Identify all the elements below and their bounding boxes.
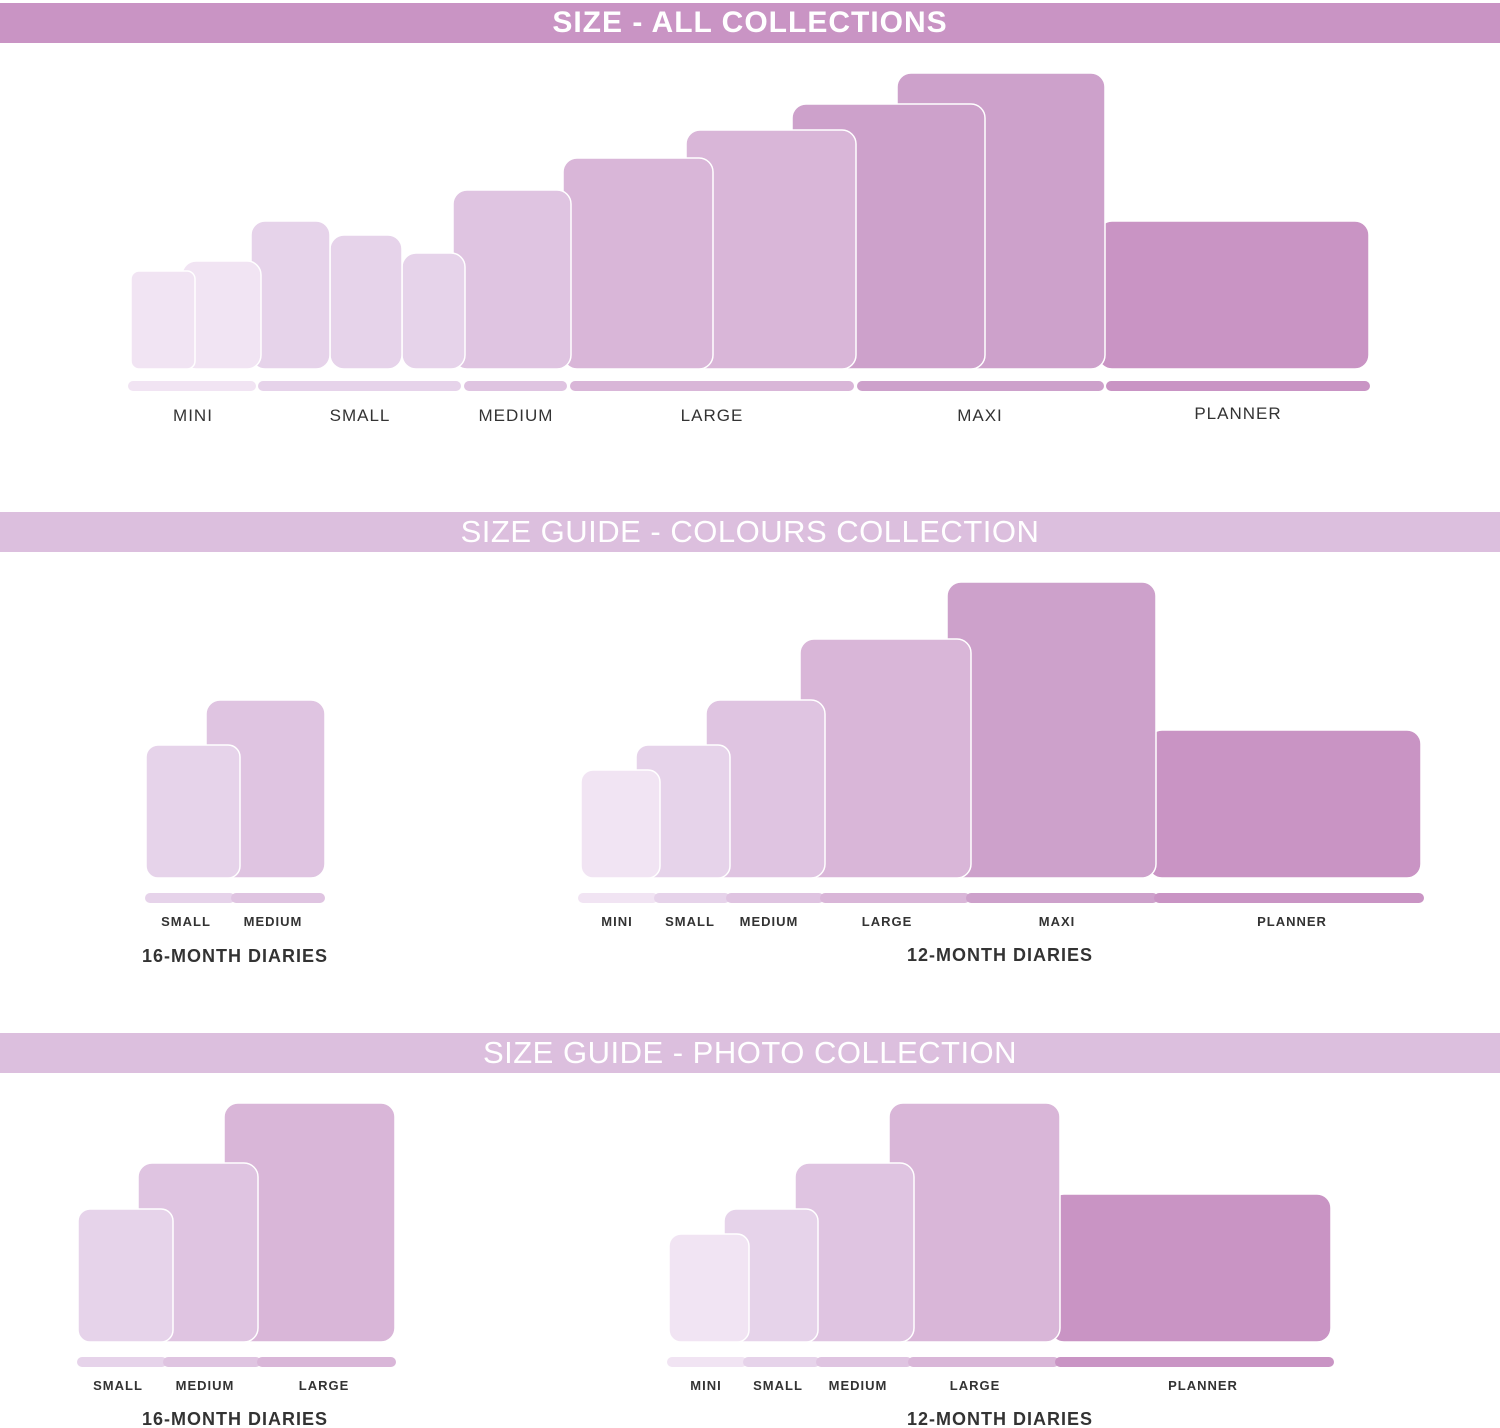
section-banner-colours-collection: SIZE GUIDE - COLOURS COLLECTION bbox=[0, 512, 1500, 552]
planner-size-label: PLANNER bbox=[1257, 914, 1327, 929]
maxi-size-bar bbox=[966, 893, 1158, 903]
maxi-size-label: MAXI bbox=[1039, 914, 1076, 929]
planner-diary-shape bbox=[1147, 729, 1422, 879]
medium-size-bar bbox=[231, 893, 325, 903]
planner-size-label: PLANNER bbox=[1168, 1378, 1238, 1393]
small-size-bar bbox=[77, 1357, 167, 1367]
mini-size-label: MINI bbox=[601, 914, 632, 929]
large-size-label: LARGE bbox=[299, 1378, 350, 1393]
small-size-label: SMALL bbox=[753, 1378, 803, 1393]
mini-size-label: MINI bbox=[690, 1378, 721, 1393]
planner-size-label: PLANNER bbox=[1194, 404, 1281, 423]
small-size-bar bbox=[654, 893, 730, 903]
mini-size-bar bbox=[578, 893, 658, 903]
medium-size-label: MEDIUM bbox=[829, 1378, 888, 1393]
large-size-label: LARGE bbox=[950, 1378, 1001, 1393]
small-size-label: SMALL bbox=[330, 406, 391, 425]
small-diary-shape bbox=[401, 252, 466, 370]
mini-size-bar bbox=[667, 1357, 747, 1367]
small-diary-shape bbox=[77, 1208, 174, 1343]
small-size-bar bbox=[743, 1357, 820, 1367]
planner-size-bar bbox=[1055, 1357, 1334, 1367]
section-banner-all-collections: SIZE - ALL COLLECTIONS bbox=[0, 3, 1500, 43]
large-size-bar bbox=[257, 1357, 396, 1367]
section-title: SIZE GUIDE - COLOURS COLLECTION bbox=[460, 514, 1040, 549]
mini-size-label: MINI bbox=[173, 406, 213, 425]
all-collections-diagram: MINI SMALL MEDIUM LARGE MAXI PLANNER bbox=[128, 72, 1370, 425]
medium-size-label: MEDIUM bbox=[740, 914, 799, 929]
mini-size-bar bbox=[128, 381, 256, 391]
section-title: SIZE GUIDE - PHOTO COLLECTION bbox=[482, 1035, 1018, 1070]
section-banner-photo-collection: SIZE GUIDE - PHOTO COLLECTION bbox=[0, 1033, 1500, 1073]
large-size-label: LARGE bbox=[862, 914, 913, 929]
medium-diary-shape bbox=[452, 189, 572, 370]
group-title-12-month: 12-MONTH DIARIES bbox=[907, 1409, 1093, 1428]
mini-diary-shape bbox=[668, 1233, 750, 1343]
small-size-bar bbox=[258, 381, 461, 391]
photo-12-month-diagram: MINI SMALL MEDIUM LARGE PLANNER 12-MONTH… bbox=[667, 1102, 1334, 1428]
large-size-label: LARGE bbox=[681, 406, 744, 425]
small-size-bar bbox=[145, 893, 235, 903]
planner-size-bar bbox=[1154, 893, 1424, 903]
mini-diary-shape bbox=[580, 769, 661, 879]
medium-size-bar bbox=[163, 1357, 261, 1367]
section-title: SIZE - ALL COLLECTIONS bbox=[552, 6, 948, 39]
large-diary-shape bbox=[562, 157, 714, 370]
planner-size-bar bbox=[1106, 381, 1370, 391]
large-size-bar bbox=[570, 381, 854, 391]
group-title-12-month: 12-MONTH DIARIES bbox=[907, 945, 1093, 965]
small-diary-shape bbox=[329, 234, 403, 370]
planner-diary-shape bbox=[1049, 1193, 1332, 1343]
small-size-label: SMALL bbox=[161, 914, 211, 929]
group-title-16-month: 16-MONTH DIARIES bbox=[142, 946, 328, 966]
colours-16-month-diagram: SMALL MEDIUM 16-MONTH DIARIES bbox=[142, 699, 328, 966]
small-diary-shape bbox=[250, 220, 331, 370]
mini-diary-shape bbox=[130, 270, 196, 370]
maxi-diary-shape bbox=[946, 581, 1157, 879]
large-size-bar bbox=[820, 893, 970, 903]
medium-size-label: MEDIUM bbox=[244, 914, 303, 929]
medium-size-label: MEDIUM bbox=[176, 1378, 235, 1393]
medium-size-bar bbox=[816, 1357, 912, 1367]
maxi-size-label: MAXI bbox=[957, 406, 1003, 425]
medium-size-label: MEDIUM bbox=[479, 406, 554, 425]
maxi-size-bar bbox=[857, 381, 1104, 391]
group-title-16-month: 16-MONTH DIARIES bbox=[142, 1409, 328, 1428]
large-size-bar bbox=[908, 1357, 1059, 1367]
small-size-label: SMALL bbox=[93, 1378, 143, 1393]
medium-size-bar bbox=[464, 381, 567, 391]
photo-16-month-diagram: SMALL MEDIUM LARGE 16-MONTH DIARIES bbox=[77, 1102, 396, 1428]
planner-diary-shape bbox=[1097, 220, 1370, 370]
small-diary-shape bbox=[145, 744, 241, 879]
small-size-label: SMALL bbox=[665, 914, 715, 929]
medium-size-bar bbox=[726, 893, 824, 903]
colours-12-month-diagram: MINI SMALL MEDIUM LARGE MAXI PLANNER 12-… bbox=[578, 581, 1424, 965]
